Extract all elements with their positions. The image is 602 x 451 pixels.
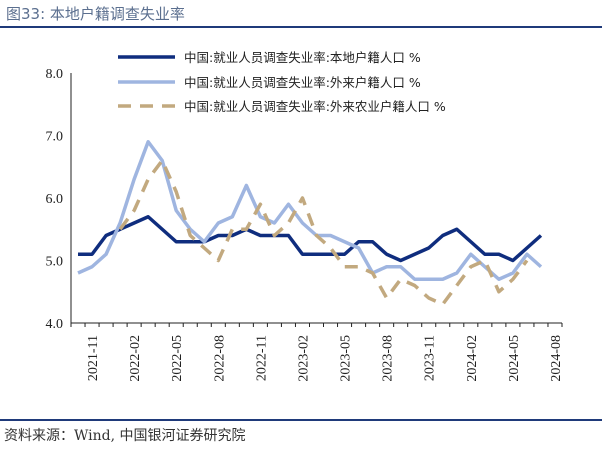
source-note: 资料来源：Wind, 中国银河证券研究院 <box>4 428 246 444</box>
x-tick-label: 2023-05 <box>339 335 354 382</box>
x-tick-label: 2024-08 <box>549 335 564 382</box>
series-line-1 <box>78 215 543 263</box>
series-line-3 <box>118 158 529 306</box>
x-tick-label: 2022-05 <box>170 335 185 382</box>
y-tick-label: 8.0 <box>46 67 64 82</box>
x-tick-label: 2022-11 <box>254 335 269 381</box>
y-tick-label: 7.0 <box>46 130 64 145</box>
x-tick-label: 2023-02 <box>296 335 311 382</box>
x-tick-label: 2024-05 <box>507 335 522 382</box>
series-line-2 <box>77 140 543 281</box>
legend-label-3: 中国:就业人员调查失业率:外来农业户籍人口 % <box>184 99 446 114</box>
x-tick-label: 2022-02 <box>128 335 143 382</box>
legend-label-1: 中国:就业人员调查失业率:本地户籍人口 % <box>184 50 421 65</box>
x-tick-label: 2023-11 <box>423 335 438 381</box>
chart-title: 图33: 本地户籍调查失业率 <box>6 5 185 23</box>
y-tick-label: 6.0 <box>46 192 64 207</box>
x-tick-label: 2024-02 <box>465 335 480 382</box>
legend-label-2: 中国:就业人员调查失业率:外来户籍人口 % <box>184 75 421 90</box>
y-axis: 4.0 5.0 6.0 7.0 8.0 <box>46 67 72 332</box>
x-tick-label: 2022-08 <box>212 335 227 382</box>
y-tick-label: 4.0 <box>46 317 64 332</box>
plot-area <box>77 140 543 306</box>
x-tick-label: 2021-11 <box>86 335 101 381</box>
y-tick-label: 5.0 <box>46 255 64 270</box>
x-axis: 2021-11 2022-02 2022-05 2022-08 2022-11 2023-… <box>70 322 564 382</box>
chart-legend: 中国:就业人员调查失业率:本地户籍人口 % 中国:就业人员调查失业率:外来户籍人口… <box>118 50 446 114</box>
title-divider <box>0 26 602 28</box>
footer-divider <box>0 419 602 421</box>
x-tick-label: 2023-08 <box>381 335 396 382</box>
